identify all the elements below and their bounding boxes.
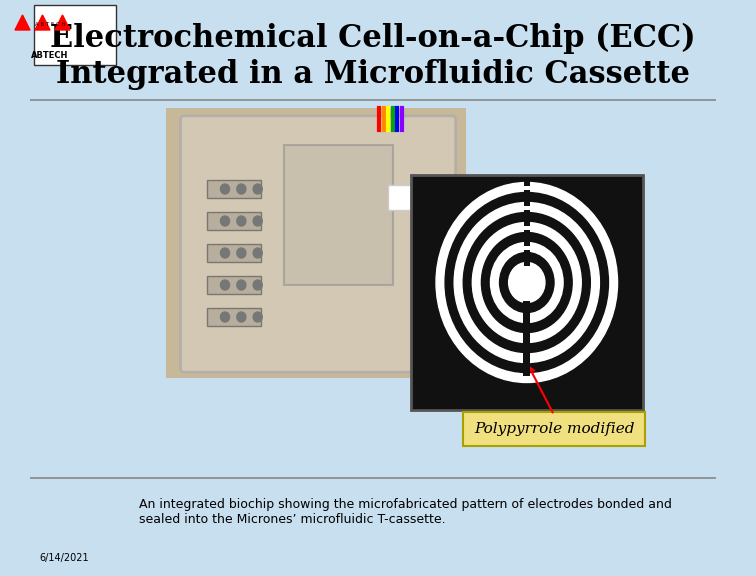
Polygon shape [15, 15, 30, 30]
FancyBboxPatch shape [524, 180, 529, 185]
Circle shape [454, 203, 600, 362]
Circle shape [237, 248, 246, 258]
FancyBboxPatch shape [524, 240, 529, 245]
Text: ABTECH: ABTECH [31, 51, 69, 59]
Text: Integrated in a Microfluidic Cassette: Integrated in a Microfluidic Cassette [56, 59, 690, 90]
FancyBboxPatch shape [411, 175, 643, 410]
Circle shape [491, 242, 563, 323]
Circle shape [253, 280, 262, 290]
FancyBboxPatch shape [463, 412, 645, 446]
Circle shape [221, 216, 230, 226]
FancyBboxPatch shape [389, 185, 438, 210]
FancyBboxPatch shape [524, 190, 529, 195]
Circle shape [221, 248, 230, 258]
FancyBboxPatch shape [524, 219, 529, 225]
Circle shape [237, 312, 246, 322]
Circle shape [510, 264, 543, 301]
Circle shape [445, 192, 609, 373]
FancyBboxPatch shape [524, 229, 529, 236]
Circle shape [221, 312, 230, 322]
FancyBboxPatch shape [207, 276, 262, 294]
Text: An integrated biochip showing the microfabricated pattern of electrodes bonded a: An integrated biochip showing the microf… [139, 498, 671, 526]
Text: 6/14/2021: 6/14/2021 [39, 553, 88, 563]
Text: A B T E C H: A B T E C H [35, 22, 65, 28]
Circle shape [253, 248, 262, 258]
Circle shape [436, 183, 618, 382]
FancyBboxPatch shape [35, 5, 116, 65]
FancyBboxPatch shape [207, 244, 262, 262]
Circle shape [221, 184, 230, 194]
FancyBboxPatch shape [524, 210, 529, 215]
FancyBboxPatch shape [524, 260, 529, 266]
FancyBboxPatch shape [284, 145, 393, 285]
FancyBboxPatch shape [523, 301, 531, 376]
Circle shape [237, 216, 246, 226]
FancyBboxPatch shape [524, 199, 529, 206]
Circle shape [518, 272, 536, 293]
Circle shape [463, 213, 590, 353]
FancyBboxPatch shape [524, 249, 529, 256]
Circle shape [472, 222, 581, 343]
Circle shape [509, 263, 545, 302]
FancyBboxPatch shape [181, 116, 456, 372]
Circle shape [221, 280, 230, 290]
Circle shape [482, 233, 572, 332]
Text: Polypyrrole modified: Polypyrrole modified [474, 422, 634, 436]
Circle shape [500, 252, 554, 313]
FancyBboxPatch shape [207, 308, 262, 326]
Text: Electrochemical Cell-on-a-Chip (ECC): Electrochemical Cell-on-a-Chip (ECC) [50, 22, 696, 54]
Circle shape [253, 184, 262, 194]
Circle shape [253, 216, 262, 226]
Polygon shape [55, 15, 70, 30]
FancyBboxPatch shape [207, 212, 262, 230]
FancyBboxPatch shape [207, 180, 262, 198]
Circle shape [237, 184, 246, 194]
Polygon shape [35, 15, 50, 30]
Circle shape [253, 312, 262, 322]
FancyBboxPatch shape [166, 108, 466, 378]
Circle shape [237, 280, 246, 290]
